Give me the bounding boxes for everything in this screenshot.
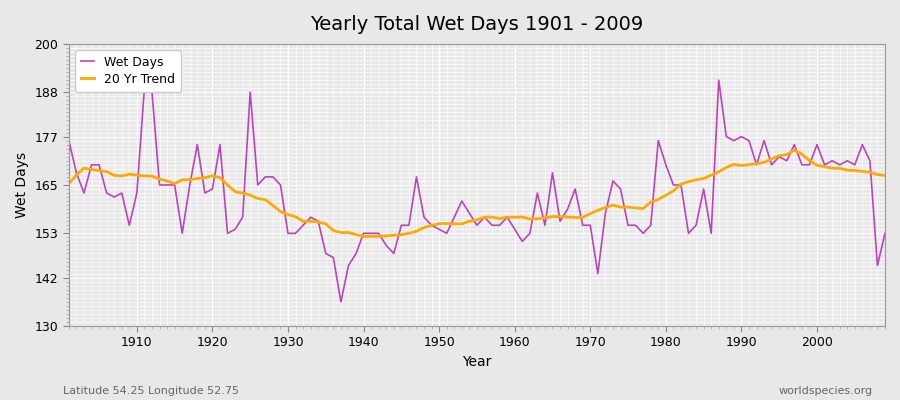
Wet Days <box>714 78 724 82</box>
Wet Days <box>336 300 346 304</box>
20 Yr Trend <box>336 230 346 235</box>
20 Yr Trend <box>290 214 301 219</box>
20 Yr Trend <box>358 234 369 239</box>
Wet Days <box>879 231 890 236</box>
Wet Days <box>509 227 520 232</box>
Y-axis label: Wet Days: Wet Days <box>15 152 29 218</box>
20 Yr Trend <box>789 148 800 152</box>
20 Yr Trend <box>509 215 520 220</box>
Line: Wet Days: Wet Days <box>68 80 885 302</box>
Text: Latitude 54.25 Longitude 52.75: Latitude 54.25 Longitude 52.75 <box>63 386 239 396</box>
Wet Days <box>517 239 527 244</box>
Text: worldspecies.org: worldspecies.org <box>778 386 873 396</box>
20 Yr Trend <box>879 173 890 178</box>
Title: Yearly Total Wet Days 1901 - 2009: Yearly Total Wet Days 1901 - 2009 <box>310 15 644 34</box>
Wet Days <box>290 231 301 236</box>
X-axis label: Year: Year <box>463 355 491 369</box>
Wet Days <box>63 138 74 143</box>
20 Yr Trend <box>608 203 618 208</box>
Wet Days <box>343 263 354 268</box>
Wet Days <box>608 178 618 183</box>
Line: 20 Yr Trend: 20 Yr Trend <box>68 150 885 236</box>
Wet Days <box>124 223 135 228</box>
20 Yr Trend <box>124 172 135 177</box>
Legend: Wet Days, 20 Yr Trend: Wet Days, 20 Yr Trend <box>75 50 181 92</box>
20 Yr Trend <box>63 181 74 186</box>
20 Yr Trend <box>517 215 527 220</box>
